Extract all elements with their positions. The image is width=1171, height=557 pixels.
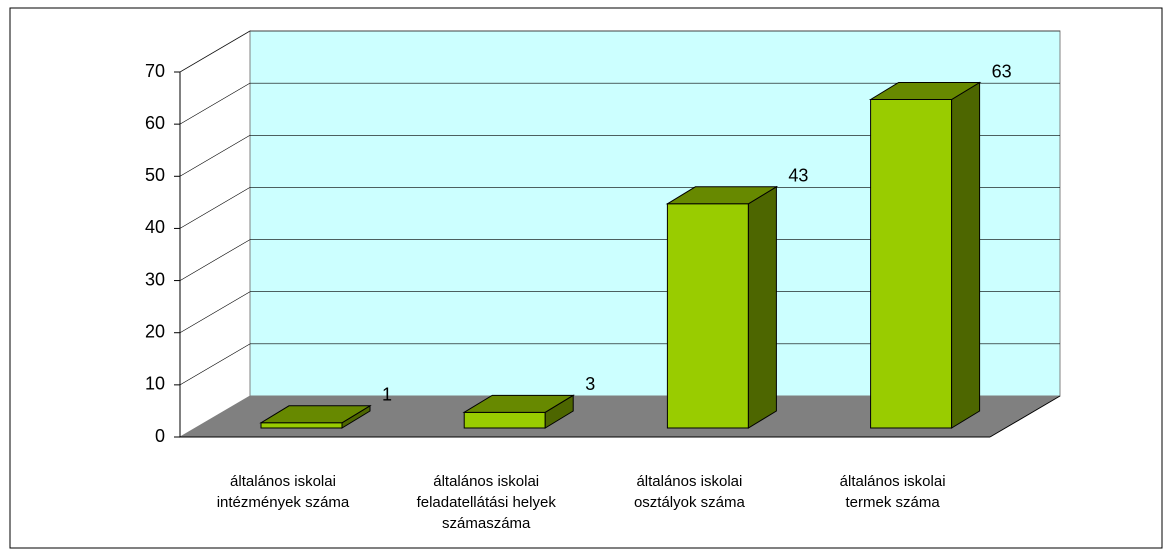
x-tick-label: általános iskolai osztályok száma [634, 473, 746, 511]
bar [259, 404, 372, 429]
bar-side [747, 185, 777, 429]
grid-line [179, 291, 251, 333]
grid-line [179, 30, 251, 73]
value-label: 43 [788, 166, 808, 186]
y-tick-label: 50 [145, 165, 165, 185]
floor [180, 396, 1060, 437]
y-tick-label: 60 [145, 113, 165, 133]
x-tick-label: általános iskolai intézmények száma [217, 473, 350, 511]
bar-top [259, 405, 372, 424]
grid-line [179, 343, 251, 386]
y-tick-label: 30 [145, 269, 165, 289]
bar-top [868, 82, 982, 100]
bar-front [870, 99, 953, 429]
bar-top [462, 394, 575, 413]
left-wall [179, 30, 251, 438]
y-tick-label: 40 [145, 217, 165, 237]
x-tick-label: általános iskolai termek száma [840, 473, 946, 511]
y-tick-label: 0 [155, 426, 165, 446]
floor-edge [989, 395, 1061, 438]
grid-line [179, 239, 251, 281]
bar-front [260, 422, 343, 429]
value-label: 3 [585, 374, 595, 394]
grid-line [179, 82, 251, 125]
value-label: 63 [992, 61, 1012, 81]
value-label: 1 [382, 385, 392, 405]
grid-line [179, 187, 251, 229]
y-tick-label: 20 [145, 321, 165, 341]
bar [868, 81, 982, 429]
bar [462, 394, 575, 429]
y-tick-label: 70 [145, 61, 165, 81]
x-tick-label: általános iskolai feladatellátási helyek s… [417, 473, 557, 532]
bar-front [463, 411, 546, 429]
y-tick-label: 10 [145, 374, 165, 394]
bar-front [666, 203, 749, 429]
bar [665, 185, 779, 429]
bar-top [665, 186, 779, 205]
bar-side [951, 81, 981, 429]
grid-line [179, 135, 251, 177]
